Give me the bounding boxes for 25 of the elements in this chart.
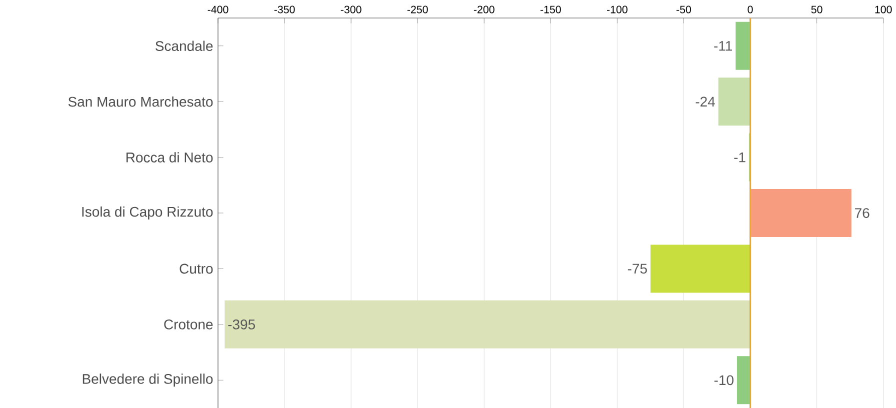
- x-tick-label: 50: [811, 6, 822, 14]
- x-tick-label: -300: [340, 6, 362, 14]
- y-tick-label: Isola di Capo Rizzuto: [82, 206, 213, 220]
- x-tick-label: -350: [274, 6, 295, 14]
- y-tick-label: San Mauro Marchesato: [68, 96, 213, 107]
- data-label: -395: [228, 319, 256, 330]
- y-tick-label: Crotone: [164, 319, 213, 330]
- x-tick-label: -250: [407, 6, 428, 14]
- x-tick-label: -100: [607, 6, 628, 14]
- y-tick-label: Cutro: [180, 264, 213, 274]
- x-tick-label: 0: [748, 6, 753, 14]
- data-label: -11: [714, 41, 732, 51]
- data-label: -10: [714, 375, 734, 386]
- x-tick-label: 100: [875, 6, 892, 14]
- data-label: -1: [734, 152, 746, 162]
- y-tick-label: Belvedere di Spinello: [82, 374, 213, 387]
- data-label: -75: [628, 264, 647, 274]
- x-tick-label: -400: [208, 6, 228, 14]
- x-tick-label: -150: [540, 6, 561, 14]
- x-tick-label: -200: [474, 6, 494, 14]
- data-label: -24: [696, 96, 715, 106]
- data-label: 76: [855, 208, 870, 218]
- x-tick-label: -50: [676, 6, 692, 14]
- y-tick-label: Rocca di Neto: [126, 152, 213, 162]
- y-tick-label: Scandale: [156, 40, 213, 52]
